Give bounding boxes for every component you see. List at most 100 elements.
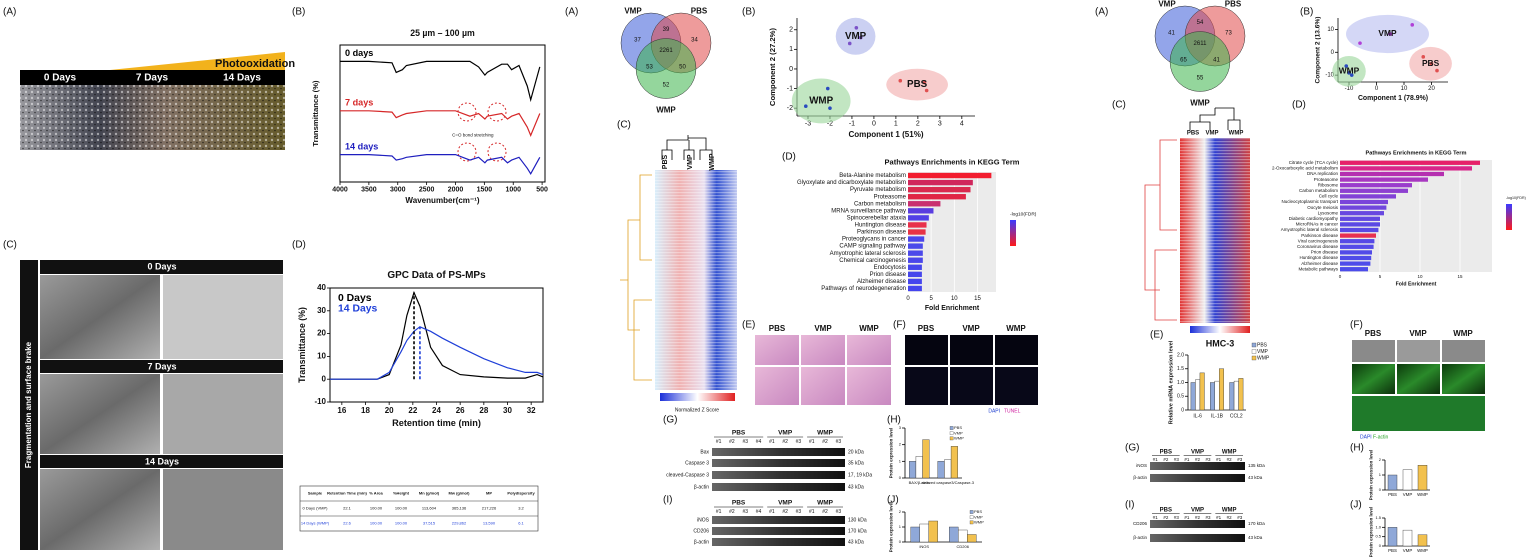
stain-label: TUNEL [1004,408,1021,414]
table-cell: 100.00 [370,521,383,526]
blot-lane: #1 [716,509,722,515]
blot-band [1150,474,1245,482]
blot-lane: #2 [1163,457,1169,462]
x-tick-label: -2 [827,121,833,128]
point [1421,55,1426,59]
line-series [340,60,541,103]
blot-lane: #3 [742,509,748,515]
panel-label: (C) [617,120,631,131]
venn-count: 52 [663,83,670,89]
table-cell: 100.00 [370,506,383,511]
y-tick-label: 0 [899,475,902,480]
legend-label: 7 days [345,97,373,107]
category-label: Pathways of neurodegeneration [821,286,906,292]
panel-label: (C) [3,240,17,251]
legend-swatch [969,520,974,525]
blot-lane: #2 [822,509,828,515]
heatmap-left [620,135,737,401]
group-label: WMP [859,324,879,333]
bar [1340,211,1384,216]
bar [1229,382,1235,411]
category-label: VMP [1403,492,1413,497]
legend-swatch [1251,342,1257,348]
blot-group: WMP [817,430,834,437]
bar [908,278,922,285]
blot-lane: #3 [742,439,748,445]
blot-lane: #2 [729,509,735,515]
x-tick-label: 26 [456,406,465,415]
x-tick-label: 5 [1379,274,1382,279]
group-label: WMP [809,96,833,107]
legend-label: 14 Days [338,304,378,315]
panel-label: (H) [1350,443,1364,454]
venn-count: 34 [691,38,698,44]
blot-size: 43 kDa [1248,535,1263,540]
category-label: IL-6 [1193,413,1202,419]
y-tick-label: 2 [899,509,902,514]
x-tick-label: 1 [894,121,898,128]
venn-count: 41 [1168,31,1175,37]
sem-image [40,374,160,454]
y-tick-label: 0 [322,374,327,383]
x-tick-label: 15 [1457,274,1463,279]
x-tick-label: 500 [536,187,548,194]
legend-label: PBS [974,509,982,514]
y-tick-label: 30 [317,306,326,315]
blot-row: β-actin [1133,535,1147,540]
y-axis-label: Component 2 (13.6%) [1314,16,1321,83]
bar [908,172,992,179]
legend-label: 0 days [345,48,373,58]
bar [908,264,922,270]
dendrogram [661,135,713,160]
table-cell: 13,590 [483,521,496,526]
bar [1340,261,1371,266]
sem-image [163,275,283,359]
bar [908,285,922,292]
blot-size: 170 kDa [1248,521,1265,526]
venn-set [635,38,697,99]
bar [1340,255,1372,261]
bar [908,215,929,221]
y-tick-label: 3 [899,425,902,430]
bar [1195,379,1201,411]
sem-day: 7 Days [147,361,176,371]
blot-lane: #1 [1153,457,1159,462]
category-label: MicroRNAs in cancer [1296,222,1339,227]
bar [1340,194,1396,199]
x-tick-label: 10 [951,296,958,302]
category-label: Lysosome [1318,210,1339,215]
bar [1340,177,1428,182]
venn-count: 55 [1197,76,1204,82]
bar [919,523,929,543]
dendrogram [1189,107,1241,130]
panel-label: (E) [742,320,755,331]
panel-label: (G) [1125,443,1139,454]
blot-lane: #1 [716,439,722,445]
venn-count: 50 [679,65,686,71]
blot-row: CD206 [1133,521,1148,526]
bar [1214,380,1220,411]
panel-label: (A) [1095,7,1108,18]
x-tick-label: 20 [1428,86,1435,92]
venn-label: WMP [656,106,676,115]
category-label: PBS [1388,492,1397,497]
blot-group: WMP [817,500,834,507]
blot-lane: #3 [1174,457,1180,462]
category-label: Viral carcinogenesis [1298,238,1339,243]
y-tick-label: 0 [1379,543,1382,548]
x-tick-label: 3500 [361,187,377,194]
y-tick-label: 10 [317,352,326,361]
venn-count: 73 [1225,31,1232,37]
group-label: VMP [962,324,980,333]
category-label: BAX/β-actin [909,480,930,485]
legend-label: 14 days [345,141,378,151]
blot-row: β-actin [1133,475,1147,480]
day-label: 7 Days [136,73,169,84]
y-tick-label: -1 [787,85,793,92]
group-ellipse [791,78,851,124]
table-header: Mw (g/mol) [449,491,471,496]
blot-group: PBS [732,430,746,437]
table-cell: 365,136 [452,506,467,511]
blot-lane: #3 [836,509,842,515]
y-tick-label: 1 [1379,472,1382,477]
